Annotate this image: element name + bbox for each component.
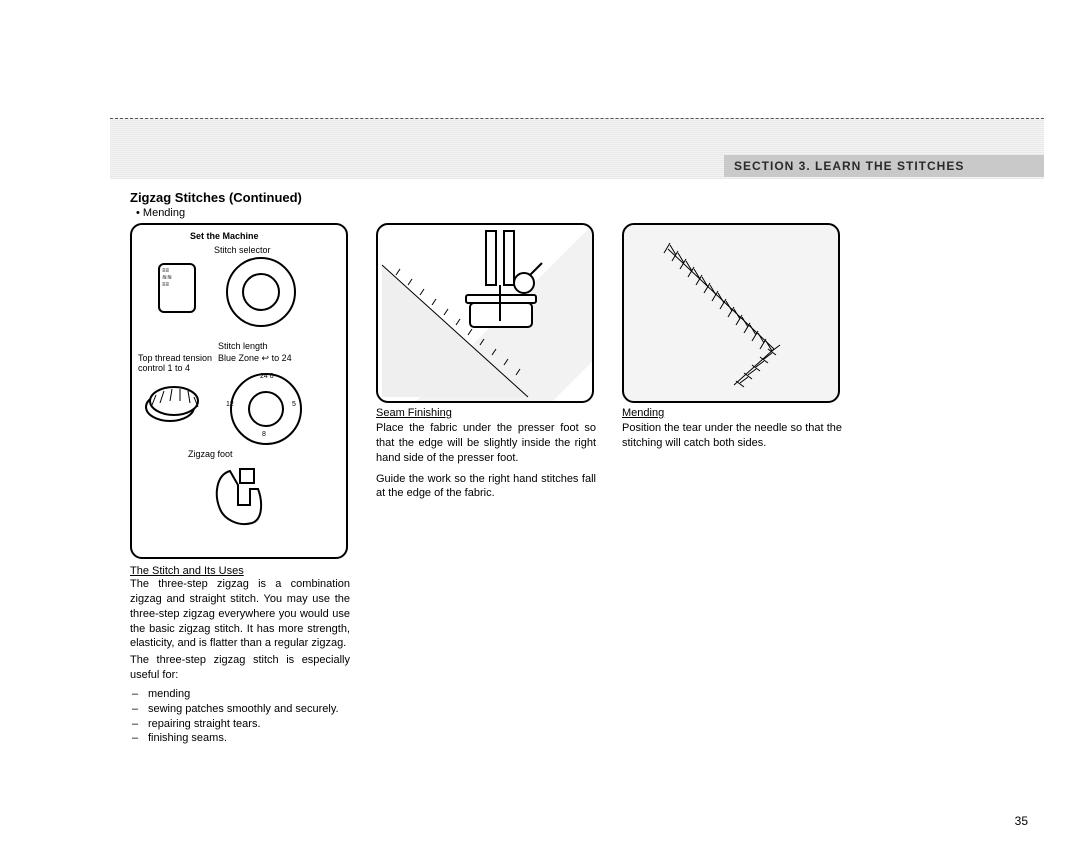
heading-stitch-uses: The Stitch and Its Uses — [130, 565, 350, 577]
figure-seam-finishing — [376, 223, 594, 403]
stitch-pattern-card-icon: ≡≡≋≋≡≡ — [158, 263, 196, 313]
uses-list: mending sewing patches smoothly and secu… — [130, 687, 350, 746]
text-stitch-uses-2: The three-step zigzag stitch is especial… — [130, 653, 350, 683]
label-tension-control: control 1 to 4 — [138, 363, 190, 373]
uses-item: finishing seams. — [130, 731, 350, 746]
stitch-selector-dial-icon — [226, 257, 296, 327]
uses-item: sewing patches smoothly and securely. — [130, 702, 350, 717]
label-top-thread-tension: Top thread tension — [138, 353, 212, 363]
page-number: 35 — [1015, 814, 1028, 828]
label-stitch-length: Stitch length — [218, 341, 268, 351]
page-title: Zigzag Stitches (Continued) — [130, 190, 1030, 205]
mending-illustration-icon — [624, 225, 838, 401]
section-label: SECTION 3. LEARN THE STITCHES — [724, 155, 1044, 177]
zigzag-foot-icon — [210, 465, 280, 535]
caption-seam-finishing: Seam Finishing — [376, 407, 596, 419]
text-seam-finishing-1: Place the fabric under the presser foot … — [376, 421, 596, 466]
column-2: Seam Finishing Place the fabric under th… — [376, 223, 596, 501]
uses-item: repairing straight tears. — [130, 717, 350, 732]
section-header-band: SECTION 3. LEARN THE STITCHES — [110, 118, 1044, 179]
text-seam-finishing-2: Guide the work so the right hand stitche… — [376, 472, 596, 502]
caption-mending: Mending — [622, 407, 842, 419]
column-1: Set the Machine Stitch selector ≡≡≋≋≡≡ S… — [130, 223, 350, 750]
label-blue-zone: Blue Zone ↩ to 24 — [218, 353, 292, 364]
label-zigzag-foot: Zigzag foot — [188, 449, 233, 459]
label-set-machine: Set the Machine — [190, 231, 259, 241]
uses-item: mending — [130, 687, 350, 702]
stitch-length-dial-icon: 24 0 12 5 8 — [230, 373, 302, 445]
figure-mending — [622, 223, 840, 403]
tension-knob-icon — [142, 377, 208, 425]
label-stitch-selector: Stitch selector — [214, 245, 271, 255]
subheading-mending: • Mending — [136, 207, 1030, 219]
column-3: Mending Position the tear under the need… — [622, 223, 842, 451]
text-stitch-uses-1: The three-step zigzag is a combination z… — [130, 577, 350, 651]
text-mending-1: Position the tear under the needle so th… — [622, 421, 842, 451]
seam-finishing-illustration-icon — [378, 225, 592, 401]
figure-set-the-machine: Set the Machine Stitch selector ≡≡≋≋≡≡ S… — [130, 223, 348, 559]
